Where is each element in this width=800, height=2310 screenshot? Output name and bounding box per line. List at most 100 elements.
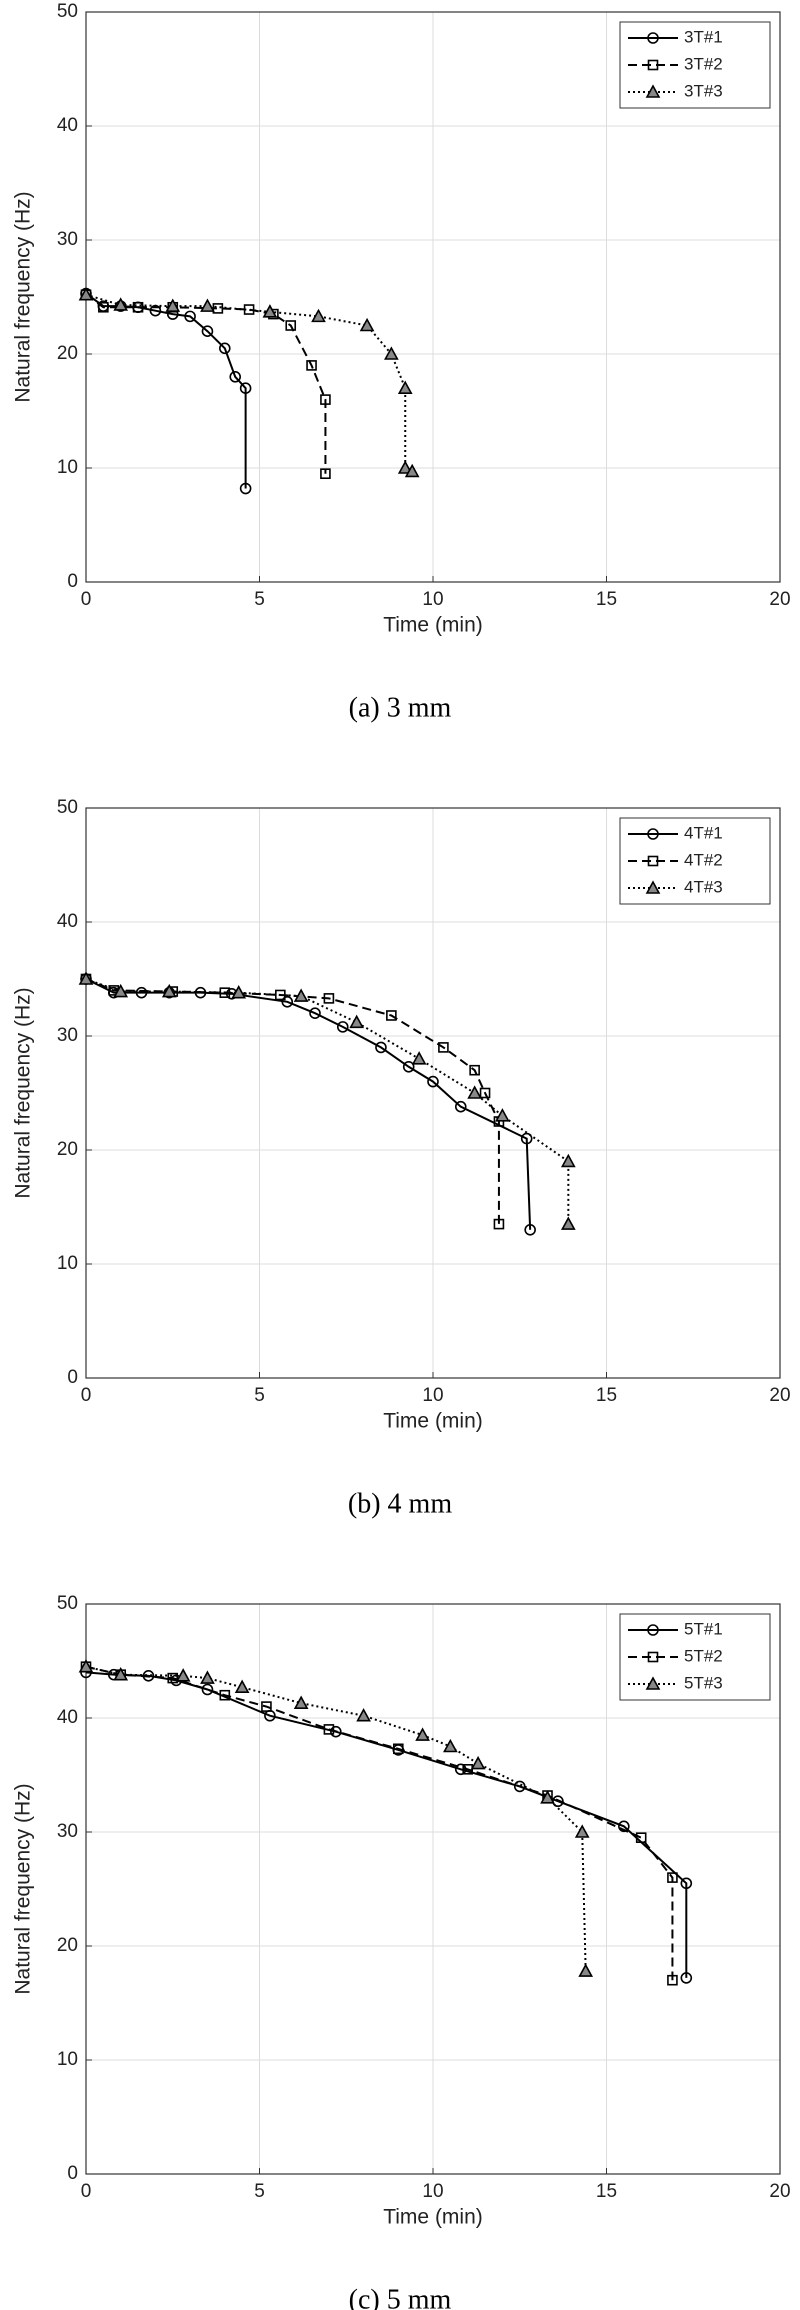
plot-frame xyxy=(85,1603,781,2175)
y-tick-label: 10 xyxy=(57,2049,78,2070)
legend-box xyxy=(619,1613,771,1701)
marker xyxy=(438,1042,449,1053)
x-tick-label: 20 xyxy=(769,2181,790,2202)
y-tick-label: 20 xyxy=(57,343,78,364)
marker xyxy=(229,370,242,383)
marker xyxy=(201,325,214,338)
y-tick-label: 40 xyxy=(57,115,78,136)
marker xyxy=(470,1755,486,1770)
x-tick-label: 5 xyxy=(254,2181,265,2202)
legend-label: 5T#3 xyxy=(684,1673,723,1692)
marker xyxy=(415,1727,430,1741)
marker xyxy=(184,310,196,323)
marker xyxy=(645,1676,661,1690)
marker xyxy=(469,1064,480,1076)
data-line xyxy=(85,293,413,473)
y-tick-label: 50 xyxy=(57,1,78,22)
y-tick-label: 30 xyxy=(57,1821,78,1842)
marker xyxy=(397,460,413,474)
data-line xyxy=(85,293,327,474)
x-tick-label: 20 xyxy=(769,1385,790,1406)
y-tick-label: 10 xyxy=(57,1253,78,1274)
marker xyxy=(680,1877,693,1890)
marker xyxy=(175,1668,191,1682)
marker xyxy=(540,1790,555,1804)
y-tick-label: 40 xyxy=(57,1707,78,1728)
y-tick-label: 10 xyxy=(57,457,78,478)
marker xyxy=(645,880,661,894)
data-line xyxy=(85,1665,674,1981)
legend-label: 4T#2 xyxy=(684,850,723,869)
marker xyxy=(454,1100,467,1113)
y-tick-label: 20 xyxy=(57,1935,78,1956)
marker xyxy=(135,986,148,999)
marker xyxy=(132,301,144,313)
y-axis-label: Natural frequency (Hz) xyxy=(12,191,35,402)
marker xyxy=(320,394,331,405)
marker xyxy=(524,1224,536,1236)
marker xyxy=(359,317,375,332)
marker xyxy=(167,1672,179,1684)
marker xyxy=(375,1041,387,1054)
plot-frame xyxy=(85,807,781,1379)
marker xyxy=(680,1972,693,1984)
y-axis-label: Natural frequency (Hz) xyxy=(12,1783,35,1994)
marker xyxy=(479,1087,491,1099)
marker xyxy=(386,1010,397,1021)
data-line xyxy=(85,978,532,1230)
marker xyxy=(219,1689,231,1701)
x-tick-label: 20 xyxy=(769,589,790,610)
marker xyxy=(78,287,94,301)
marker xyxy=(647,32,659,44)
marker xyxy=(293,1695,309,1709)
y-tick-label: 30 xyxy=(57,1025,78,1046)
marker xyxy=(78,971,94,985)
y-tick-label: 0 xyxy=(67,571,78,592)
marker xyxy=(323,993,335,1004)
y-tick-label: 50 xyxy=(57,797,78,818)
marker xyxy=(647,59,659,71)
x-tick-label: 0 xyxy=(81,1385,92,1406)
marker xyxy=(234,1679,250,1694)
marker xyxy=(78,1659,94,1673)
marker xyxy=(667,1974,678,1986)
marker xyxy=(560,1153,576,1168)
y-tick-label: 40 xyxy=(57,911,78,932)
marker xyxy=(467,1085,482,1099)
marker xyxy=(330,1725,342,1738)
marker xyxy=(261,1701,272,1712)
marker xyxy=(404,463,420,478)
marker xyxy=(647,1651,659,1663)
x-tick-label: 0 xyxy=(81,589,92,610)
marker xyxy=(306,360,317,371)
marker xyxy=(397,380,413,394)
marker xyxy=(219,342,231,355)
marker xyxy=(323,1724,335,1735)
marker xyxy=(513,1780,526,1793)
y-tick-label: 30 xyxy=(57,229,78,250)
caption: (b) 4 mm xyxy=(348,1488,452,1519)
marker xyxy=(647,855,659,867)
x-axis-label: Time (min) xyxy=(383,2206,483,2229)
marker xyxy=(98,301,109,313)
marker xyxy=(201,1683,214,1696)
marker xyxy=(262,304,278,318)
marker xyxy=(578,1963,594,1977)
marker xyxy=(349,1014,365,1029)
legend-label: 5T#1 xyxy=(684,1619,723,1638)
y-tick-label: 0 xyxy=(67,2163,78,2184)
marker xyxy=(635,1832,647,1843)
marker xyxy=(495,1108,510,1122)
x-tick-label: 15 xyxy=(596,1385,617,1406)
marker xyxy=(560,1216,576,1230)
legend-label: 3T#3 xyxy=(684,81,723,100)
legend-label: 4T#3 xyxy=(684,877,723,896)
legend-label: 4T#1 xyxy=(684,823,723,842)
marker xyxy=(618,1820,630,1833)
marker xyxy=(165,298,181,312)
marker xyxy=(402,1060,415,1073)
marker xyxy=(239,482,252,495)
marker xyxy=(309,1007,321,1020)
legend-label: 5T#2 xyxy=(684,1646,723,1665)
marker xyxy=(667,1872,678,1883)
